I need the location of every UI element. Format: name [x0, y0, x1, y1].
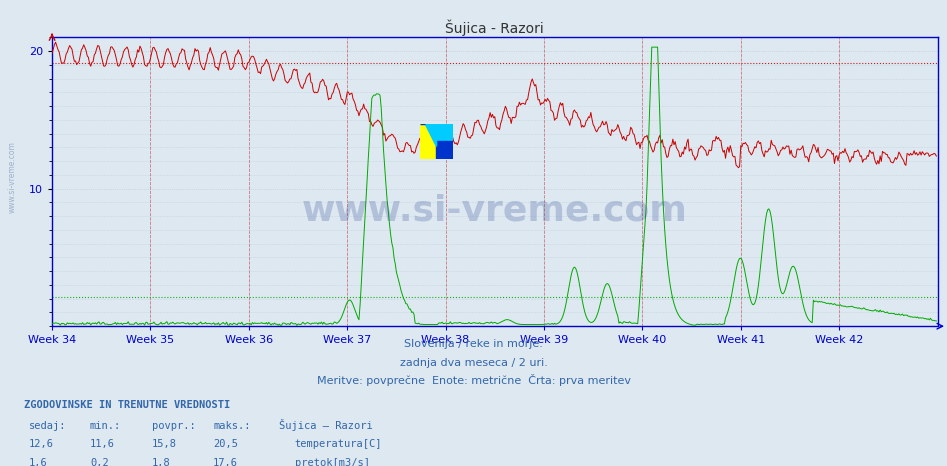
Text: 17,6: 17,6 [213, 458, 238, 466]
Text: maks.:: maks.: [213, 421, 251, 431]
Text: www.si-vreme.com: www.si-vreme.com [8, 141, 17, 213]
Text: Slovenija / reke in morje.: Slovenija / reke in morje. [404, 339, 543, 349]
Text: 11,6: 11,6 [90, 439, 115, 449]
Text: www.si-vreme.com: www.si-vreme.com [302, 194, 688, 227]
Text: povpr.:: povpr.: [152, 421, 195, 431]
Polygon shape [420, 124, 437, 158]
Text: 15,8: 15,8 [152, 439, 176, 449]
Text: 20,5: 20,5 [213, 439, 238, 449]
Polygon shape [437, 141, 454, 158]
Text: min.:: min.: [90, 421, 121, 431]
Text: Šujica – Razori: Šujica – Razori [279, 419, 373, 431]
Text: sedaj:: sedaj: [28, 421, 66, 431]
Text: Meritve: povprečne  Enote: metrične  Črta: prva meritev: Meritve: povprečne Enote: metrične Črta:… [316, 375, 631, 386]
Text: 12,6: 12,6 [28, 439, 53, 449]
Polygon shape [424, 124, 437, 146]
Text: pretok[m3/s]: pretok[m3/s] [295, 458, 369, 466]
Text: temperatura[C]: temperatura[C] [295, 439, 382, 449]
Title: Šujica - Razori: Šujica - Razori [445, 20, 545, 36]
Text: 1,8: 1,8 [152, 458, 170, 466]
Text: zadnja dva meseca / 2 uri.: zadnja dva meseca / 2 uri. [400, 358, 547, 368]
Text: 0,2: 0,2 [90, 458, 109, 466]
Text: 1,6: 1,6 [28, 458, 47, 466]
Text: ZGODOVINSKE IN TRENUTNE VREDNOSTI: ZGODOVINSKE IN TRENUTNE VREDNOSTI [24, 400, 230, 410]
Polygon shape [437, 124, 454, 141]
